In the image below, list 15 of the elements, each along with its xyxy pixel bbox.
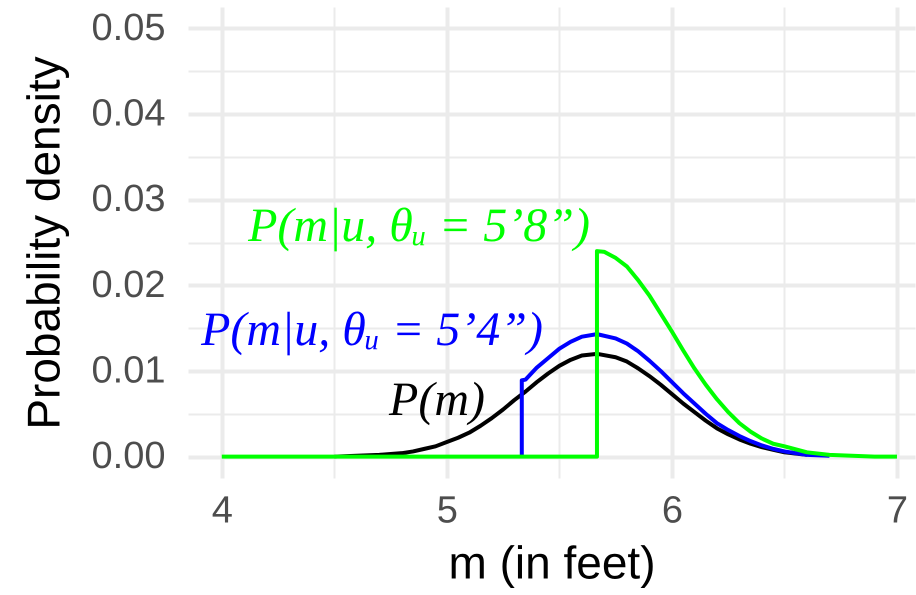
series-label: P(m|u, θᵤ = 5’8”) [247, 199, 590, 252]
y-tick-label: 0.01 [92, 349, 166, 392]
series-label: P(m) [388, 372, 485, 426]
x-tick-label: 7 [886, 490, 908, 532]
y-tick-label: 0.05 [92, 6, 166, 49]
y-tick-label: 0.03 [92, 178, 166, 220]
x-tick-label: 4 [212, 490, 233, 532]
y-tick-label: 0.02 [92, 264, 166, 306]
y-axis-title: Probability density [18, 56, 70, 430]
y-tick-label: 0.00 [92, 435, 166, 478]
x-tick-label: 5 [436, 490, 458, 532]
series-label: P(m|u, θᵤ = 5’4”) [200, 303, 543, 356]
x-tick-label: 6 [662, 490, 683, 532]
x-axis-title: m (in feet) [448, 536, 656, 588]
y-tick-label: 0.04 [92, 92, 166, 135]
